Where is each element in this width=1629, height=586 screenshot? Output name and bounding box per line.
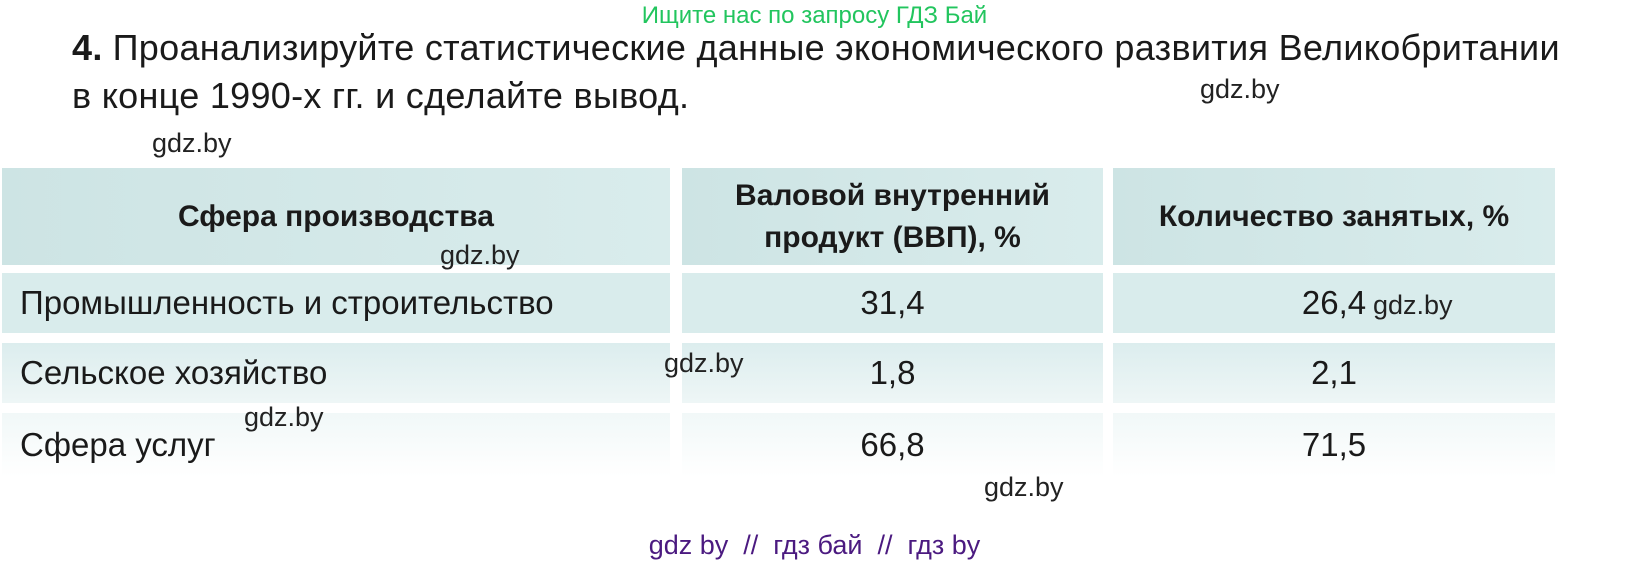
watermark: gdz.by: [1200, 74, 1280, 104]
row3-sphere: Сфера услуг: [2, 413, 670, 477]
row1-sphere: Промышленность и строительство: [2, 273, 670, 333]
header-employed: Количество занятых, %: [1113, 168, 1555, 265]
row3-gdp: 66,8: [682, 413, 1103, 477]
top-watermark: Ищите нас по запросу ГДЗ Бай: [641, 2, 988, 29]
header-gdp: Валовой внутренний продукт (ВВП), %: [682, 168, 1103, 265]
watermark: gdz.by: [440, 240, 520, 270]
row1-gdp: 31,4: [682, 273, 1103, 333]
row2-gdp: 1,8: [682, 343, 1103, 403]
watermark: gdz.by: [152, 128, 232, 158]
watermark: gdz.by: [244, 402, 324, 432]
task-text: 4. Проанализируйте статистические данные …: [72, 24, 1572, 120]
footer-watermark: gdz by // гдз бай // гдз by: [648, 530, 981, 560]
watermark: gdz.by: [1373, 290, 1453, 320]
watermark: gdz.by: [984, 472, 1064, 502]
task-body: Проанализируйте статистические данные эк…: [72, 27, 1560, 116]
row2-employed: 2,1: [1113, 343, 1555, 403]
row2-sphere: Сельское хозяйство: [2, 343, 670, 403]
watermark: gdz.by: [664, 348, 744, 378]
row1-employed: 26,4: [1113, 273, 1555, 333]
header-sphere: Сфера производства: [2, 168, 670, 265]
row3-employed: 71,5: [1113, 413, 1555, 477]
task-number: 4.: [72, 27, 103, 68]
